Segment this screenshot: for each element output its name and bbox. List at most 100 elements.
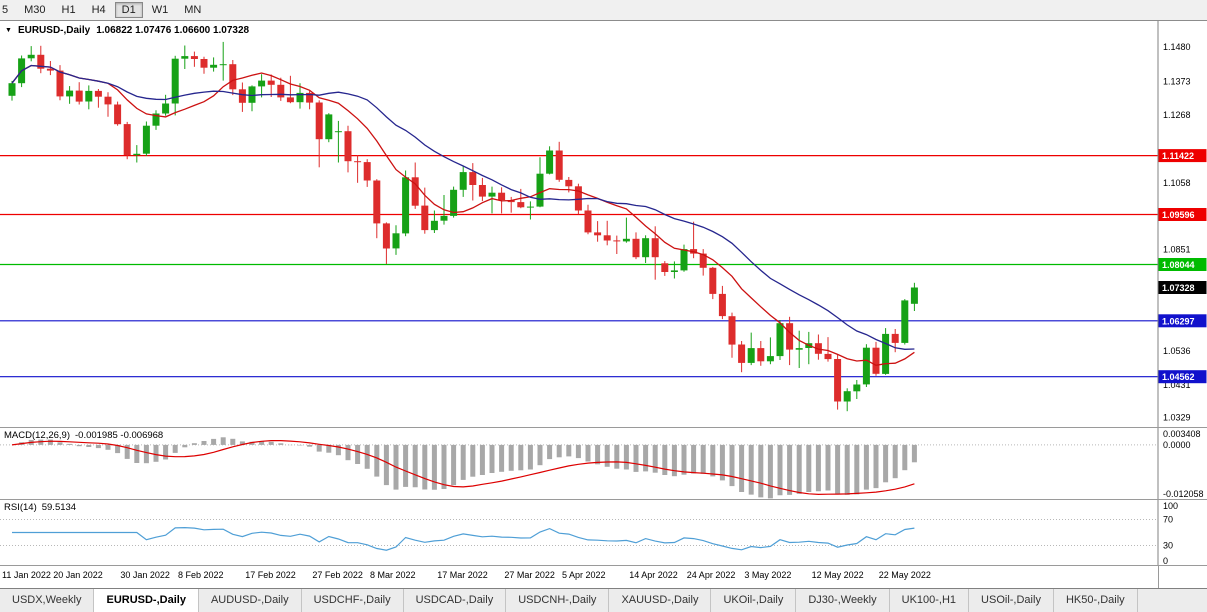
candle-body <box>441 216 448 221</box>
candle-body <box>565 180 572 186</box>
rsi-title: RSI(14) 59.5134 <box>4 502 76 513</box>
candle-body <box>9 83 16 96</box>
candle-body <box>287 97 294 102</box>
candle-body <box>431 221 438 230</box>
candle-body <box>354 161 361 162</box>
candle-body <box>66 91 73 97</box>
candle-body <box>517 202 524 207</box>
date-axis-label: 14 Apr 2022 <box>629 570 678 580</box>
candle-body <box>133 154 140 155</box>
rsi-value: 59.5134 <box>42 502 76 513</box>
candle-body <box>325 114 332 139</box>
price-scale-label: 1.0851 <box>1163 245 1191 255</box>
candle-body <box>613 240 620 241</box>
chart-tab-xauusd-daily[interactable]: XAUUSD-,Daily <box>609 589 711 612</box>
chart-tab-ukoil-daily[interactable]: UKOil-,Daily <box>711 589 796 612</box>
date-axis-label: 5 Apr 2022 <box>562 570 606 580</box>
chart-tab-usdx-weekly[interactable]: USDX,Weekly <box>0 589 94 612</box>
candle-body <box>709 268 716 294</box>
candle-body <box>335 131 342 132</box>
candle-body <box>402 177 409 233</box>
timeframe-toolbar: 5M30H1H4D1W1MN <box>0 0 1207 21</box>
price-scale-label: 1.1373 <box>1163 76 1191 86</box>
timeframe-button-mn[interactable]: MN <box>177 2 208 18</box>
macd-title: MACD(12,26,9) -0.001985 -0.006968 <box>4 430 163 441</box>
macd-chart[interactable]: 0.0034080.0000-0.012058 <box>0 428 1207 499</box>
candle-body <box>767 356 774 361</box>
timeframe-button-h4[interactable]: H4 <box>85 2 113 18</box>
candle-body <box>556 151 563 180</box>
candle-body <box>738 345 745 363</box>
timeframe-button-5[interactable]: 5 <box>0 2 15 18</box>
rsi-line <box>12 528 914 551</box>
chart-ohlc-values: 1.06822 1.07476 1.06600 1.07328 <box>96 25 249 36</box>
candle-body <box>210 65 217 68</box>
candle-body <box>786 323 793 349</box>
candle-body <box>671 270 678 272</box>
date-axis-label: 20 Jan 2022 <box>53 570 103 580</box>
date-axis-label: 27 Feb 2022 <box>312 570 363 580</box>
candle-body <box>882 334 889 374</box>
macd-panel: 0.0034080.0000-0.012058 MACD(12,26,9) -0… <box>0 427 1207 499</box>
scale-separator <box>1158 566 1159 588</box>
timeframe-button-m30[interactable]: M30 <box>17 2 52 18</box>
candle-body <box>623 239 630 242</box>
chart-tab-audusd-daily[interactable]: AUDUSD-,Daily <box>199 589 302 612</box>
candle-body <box>901 300 908 343</box>
time-axis[interactable]: 11 Jan 202220 Jan 202230 Jan 20228 Feb 2… <box>0 565 1207 588</box>
candle-body <box>681 249 688 270</box>
candle-body <box>105 97 112 105</box>
price-marker-label: 1.11422 <box>1162 151 1194 161</box>
candle-body <box>277 85 284 98</box>
candle-body <box>892 334 899 343</box>
rsi-label: RSI(14) <box>4 502 37 513</box>
candle-body <box>498 193 505 200</box>
candle-body <box>757 348 764 361</box>
candle-body <box>316 103 323 140</box>
candle-body <box>834 359 841 402</box>
timeframe-button-w1[interactable]: W1 <box>145 2 176 18</box>
candle-body <box>268 81 275 85</box>
price-marker-label: 1.08044 <box>1162 260 1195 270</box>
collapse-arrow-icon[interactable]: ▼ <box>5 27 12 34</box>
chart-tab-usoil-daily[interactable]: USOil-,Daily <box>969 589 1054 612</box>
candle-body <box>844 391 851 401</box>
date-axis-label: 3 May 2022 <box>744 570 791 580</box>
chart-tab-usdchf-daily[interactable]: USDCHF-,Daily <box>302 589 404 612</box>
chart-tab-hk50-daily[interactable]: HK50-,Daily <box>1054 589 1138 612</box>
candle-body <box>825 354 832 359</box>
price-scale-label: 1.1268 <box>1163 110 1191 120</box>
chart-tab-dj30-weekly[interactable]: DJ30-,Weekly <box>796 589 889 612</box>
timeframe-button-h1[interactable]: H1 <box>55 2 83 18</box>
candle-body <box>143 126 150 154</box>
date-axis-label: 12 May 2022 <box>812 570 864 580</box>
candle-body <box>162 104 169 114</box>
candle-body <box>393 233 400 248</box>
candle-body <box>258 81 265 87</box>
timeframe-button-d1[interactable]: D1 <box>115 2 143 18</box>
price-scale-label: 1.1058 <box>1163 178 1191 188</box>
date-axis-label: 30 Jan 2022 <box>120 570 170 580</box>
candle-body <box>114 105 121 125</box>
chart-tab-uk100-h1[interactable]: UK100-,H1 <box>890 589 969 612</box>
date-axis-label: 17 Mar 2022 <box>437 570 488 580</box>
candle-body <box>633 239 640 257</box>
rsi-chart[interactable]: 10070300 <box>0 500 1207 565</box>
price-marker-label: 1.09596 <box>1162 210 1195 220</box>
macd-scale-label: 0.003408 <box>1163 429 1201 439</box>
rsi-scale-label: 30 <box>1163 541 1173 551</box>
candle-body <box>201 59 208 68</box>
chart-tab-usdcnh-daily[interactable]: USDCNH-,Daily <box>506 589 609 612</box>
trading-platform-window: 5M30H1H4D1W1MN 1.14801.13731.12681.10581… <box>0 0 1207 612</box>
price-chart[interactable]: 1.14801.13731.12681.10581.08511.05361.04… <box>0 21 1207 427</box>
date-axis-label: 11 Jan 2022 <box>2 570 51 580</box>
chart-tab-usdcad-daily[interactable]: USDCAD-,Daily <box>404 589 507 612</box>
candle-body <box>796 348 803 350</box>
candle-body <box>95 91 102 97</box>
chart-tab-eurusd-daily[interactable]: EURUSD-,Daily <box>94 589 198 612</box>
candle-body <box>853 385 860 392</box>
candle-body <box>76 91 83 102</box>
date-axis-label: 27 Mar 2022 <box>504 570 555 580</box>
candle-body <box>661 263 668 272</box>
candle-body <box>537 174 544 207</box>
